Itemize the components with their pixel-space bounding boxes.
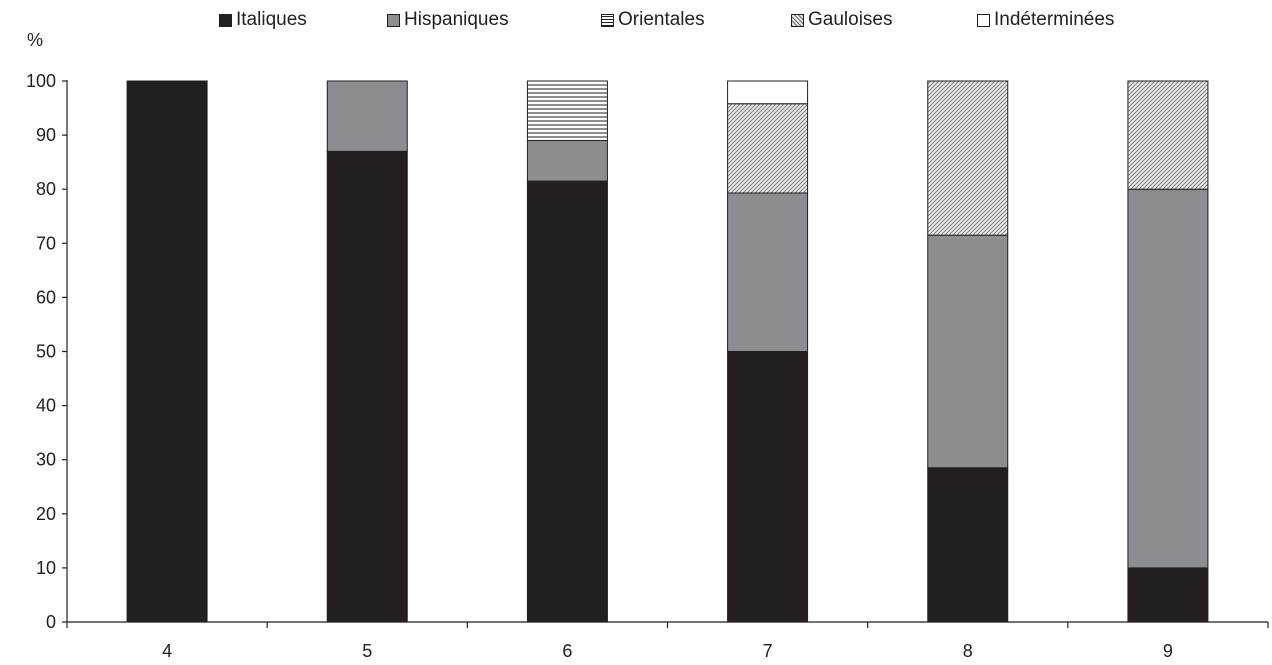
bar-segment: [1127, 567, 1209, 623]
y-tick-label: 40: [36, 396, 56, 416]
y-tick-label: 70: [36, 233, 56, 253]
bar-segment: [1127, 80, 1209, 190]
bar-segment: [727, 103, 809, 194]
legend-label: Orientales: [618, 9, 705, 30]
x-tick-label: 9: [1163, 641, 1173, 661]
x-tick-label: 4: [162, 641, 172, 661]
legend-item: Italiques: [219, 8, 307, 32]
y-axis-unit-label: %: [27, 30, 44, 50]
legend-item: Orientales: [601, 8, 705, 32]
legend-label: Italiques: [236, 9, 307, 30]
legend-swatch: [791, 13, 804, 27]
bar-segment: [727, 80, 809, 105]
bar-segment: [927, 234, 1009, 469]
x-tick-label: 6: [562, 641, 572, 661]
legend-item: Indéterminées: [977, 8, 1114, 32]
y-tick-label: 60: [36, 287, 56, 307]
legend-swatch: [977, 13, 990, 27]
y-tick-label: 20: [36, 504, 56, 524]
legend-swatch: [601, 13, 614, 27]
y-tick-label: 10: [36, 558, 56, 578]
x-tick-label: 7: [763, 641, 773, 661]
bar-segment: [927, 467, 1009, 623]
legend-swatch: [219, 13, 232, 27]
x-tick-label: 8: [963, 641, 973, 661]
bar-segment: [326, 80, 408, 152]
bar-segment: [927, 80, 1009, 236]
y-tick-label: 80: [36, 179, 56, 199]
legend-item: Hispaniques: [387, 8, 509, 32]
legend-label: Hispaniques: [404, 9, 509, 30]
bar-segment: [126, 80, 208, 623]
bar-segment: [326, 150, 408, 623]
legend-label: Indéterminées: [994, 9, 1115, 30]
bar-segment: [1127, 188, 1209, 569]
bar-segment: [727, 351, 809, 623]
bar-segment: [526, 80, 608, 142]
chart-bars: [126, 80, 1209, 623]
y-tick-label: 30: [36, 450, 56, 470]
bar-segment: [526, 140, 608, 182]
y-tick-label: 90: [36, 125, 56, 145]
y-tick-label: 0: [46, 612, 56, 632]
x-tick-label: 5: [362, 641, 372, 661]
y-tick-label: 100: [26, 71, 56, 91]
y-tick-label: 50: [36, 342, 56, 362]
bar-segment: [727, 192, 809, 352]
chart-axes: 0 10 20 30 40 50 60 70 80 90 100 4 5 6 7 8 9: [26, 71, 1269, 661]
legend-item: Gauloises: [791, 8, 893, 32]
chart-legend: Italiques Hispaniques Orientales Gauloises I…: [0, 8, 1272, 32]
bar-segment: [526, 180, 608, 623]
legend-swatch: [387, 13, 400, 27]
legend-label: Gauloises: [808, 9, 893, 30]
